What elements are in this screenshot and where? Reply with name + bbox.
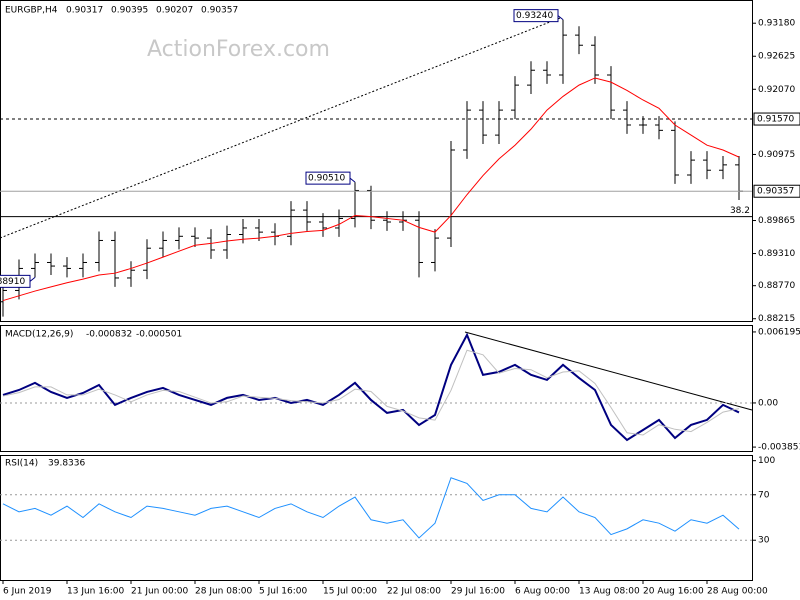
quote: 0.90357	[201, 6, 238, 16]
quote: 0.90317	[66, 6, 103, 16]
macd-value: -0.000501	[136, 330, 182, 340]
x-tick-label: 20 Aug 16:00	[643, 587, 704, 597]
x-tick-label: 28 Aug 00:00	[707, 587, 768, 597]
x-tick-label: 6 Aug 00:00	[515, 587, 570, 597]
y-tick-label: 0.90975	[758, 150, 795, 160]
y-tick-label: 0.93180	[758, 19, 795, 29]
level-label: 0.91570	[757, 115, 794, 125]
y-tick-label: 30	[758, 536, 770, 546]
price-pane	[0, 0, 753, 322]
y-tick-label: 0.89310	[758, 249, 795, 259]
y-tick-label: 0.89865	[758, 216, 795, 226]
y-tick-label: 0.92070	[758, 85, 795, 95]
y-tick-label: 70	[758, 490, 770, 500]
y-tick-label: 0.92625	[758, 52, 795, 62]
level-label-box	[753, 112, 800, 126]
y-tick-label: 0.00	[758, 398, 778, 408]
quote: 0.90207	[156, 6, 193, 16]
fib-label: 38.2	[730, 206, 750, 216]
annotation-label: 0.93240	[516, 11, 553, 21]
y-tick-label: 0.88215	[758, 314, 795, 324]
x-tick-label: 5 Jul 16:00	[259, 587, 308, 597]
x-tick-label: 15 Jul 00:00	[323, 587, 377, 597]
x-tick-label: 28 Jun 08:00	[195, 587, 252, 597]
watermark: ActionForex.com	[147, 37, 330, 62]
annotation-leader	[29, 276, 36, 282]
x-tick-label: 13 Jun 16:00	[67, 587, 124, 597]
x-tick-label: 29 Jul 16:00	[451, 587, 505, 597]
series-line	[2, 77, 740, 302]
annotation-label: 0.88910	[0, 277, 25, 287]
annotation-label: 0.90510	[308, 174, 345, 184]
x-tick-label: 22 Jul 08:00	[387, 587, 441, 597]
rsi-pane	[0, 455, 753, 581]
series-line	[2, 349, 740, 436]
last-price-label: 0.90357	[757, 187, 794, 197]
x-tick-label: 21 Jun 00:00	[131, 587, 188, 597]
annotation-leader	[349, 177, 356, 183]
x-tick-label: 6 Jun 2019	[3, 587, 52, 597]
y-tick-label: 0.006195	[758, 327, 800, 337]
last-price-label-box	[753, 184, 800, 198]
y-tick-label: 100	[758, 456, 775, 466]
macd-value: -0.000832	[86, 330, 132, 340]
rsi-title: RSI(14)	[5, 459, 38, 469]
annotation-leader	[557, 15, 564, 21]
y-tick-label: 0.88770	[758, 281, 795, 291]
trend-line	[0, 17, 561, 239]
y-tick-label: -0.003851	[758, 443, 800, 453]
rsi-value: 39.8336	[48, 459, 85, 469]
series-line	[2, 477, 740, 539]
macd-trend-line	[464, 331, 753, 411]
x-tick-label: 13 Aug 08:00	[579, 587, 640, 597]
quote: 0.90395	[111, 6, 148, 16]
macd-pane	[0, 325, 753, 452]
series-line	[2, 332, 740, 442]
chart-title: EURGBP,H4	[5, 6, 58, 16]
macd-title: MACD(12,26,9)	[5, 330, 73, 340]
